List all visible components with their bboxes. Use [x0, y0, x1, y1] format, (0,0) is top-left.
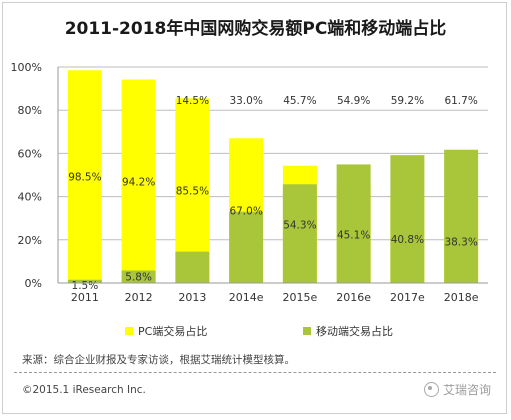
- bar-mobile: [229, 211, 264, 283]
- chart-frame: [2, 2, 507, 414]
- data-label-pc: 45.1%: [337, 229, 370, 241]
- copyright-text: ©2015.1 iResearch Inc.: [22, 384, 146, 396]
- data-label-pc: 85.5%: [176, 186, 209, 198]
- data-label-mobile: 5.8%: [125, 272, 152, 284]
- y-tick-label: 0%: [25, 277, 42, 290]
- bar-mobile: [336, 164, 371, 283]
- data-label-mobile: 45.7%: [283, 95, 316, 107]
- x-tick-label: 2018e: [444, 291, 479, 304]
- data-label-pc: 67.0%: [229, 206, 262, 218]
- data-label-mobile: 33.0%: [229, 95, 262, 107]
- data-labels: 98.5% 1.5% 94.2% 5.8% 85.5% 14.5% 67.0% 33.0% 54…: [68, 95, 478, 292]
- x-tick-label: 2012: [125, 291, 153, 304]
- legend-item-pc: PC端交易占比: [125, 323, 207, 339]
- data-label-pc: 38.3%: [444, 237, 477, 249]
- y-tick-label: 100%: [11, 61, 42, 74]
- chart-title: 2011-2018年中国网购交易额PC端和移动端占比: [64, 19, 447, 39]
- data-label-mobile: 59.2%: [391, 95, 424, 107]
- bar-mobile: [390, 155, 425, 283]
- bar-mobile: [444, 149, 479, 283]
- y-tick-label: 80%: [18, 104, 42, 117]
- y-tick-label: 20%: [18, 234, 42, 247]
- bar-pc: [121, 79, 156, 283]
- watermark: 艾瑞咨询: [423, 381, 491, 398]
- axes: 0% 20% 40% 60% 80% 100% 2011 2012 2013 2014e 2015e…: [11, 61, 488, 304]
- data-label-pc: 40.8%: [391, 234, 424, 246]
- data-label-mobile: 61.7%: [444, 95, 477, 107]
- bar-mobile: [282, 184, 317, 283]
- bars: [67, 70, 479, 284]
- bar-mobile: [67, 279, 102, 283]
- legend-label-pc: PC端交易占比: [138, 325, 208, 338]
- wechat-logo-icon: [423, 382, 439, 397]
- bar-mobile: [175, 251, 210, 283]
- source-note: 来源：综合企业财报及专家访谈，根据艾瑞统计模型核算。: [22, 354, 295, 366]
- bar-mobile: [121, 270, 156, 283]
- y-tick-label: 40%: [18, 191, 42, 204]
- x-tick-label: 2016e: [336, 291, 371, 304]
- x-tick-label: 2015e: [282, 291, 317, 304]
- legend-label-mobile: 移动端交易占比: [316, 325, 393, 338]
- x-tick-label: 2013: [178, 291, 206, 304]
- legend-swatch-pc: [125, 327, 133, 335]
- x-tick-label: 2017e: [390, 291, 425, 304]
- data-label-pc: 98.5%: [68, 172, 101, 184]
- x-tick-label: 2011: [71, 291, 99, 304]
- legend-item-mobile: 移动端交易占比: [303, 323, 393, 339]
- data-label-pc: 94.2%: [122, 176, 155, 188]
- y-tick-label: 60%: [18, 147, 42, 160]
- divider: [14, 372, 496, 373]
- watermark-text: 艾瑞咨询: [442, 383, 491, 397]
- data-label-mobile: 14.5%: [176, 95, 209, 107]
- x-tick-label: 2014e: [229, 291, 264, 304]
- data-label-mobile: 54.9%: [337, 95, 370, 107]
- bar-pc: [67, 70, 102, 284]
- legend-swatch-mobile: [303, 327, 311, 335]
- data-label-pc: 54.3%: [283, 219, 316, 231]
- data-label-mobile: 1.5%: [72, 280, 99, 292]
